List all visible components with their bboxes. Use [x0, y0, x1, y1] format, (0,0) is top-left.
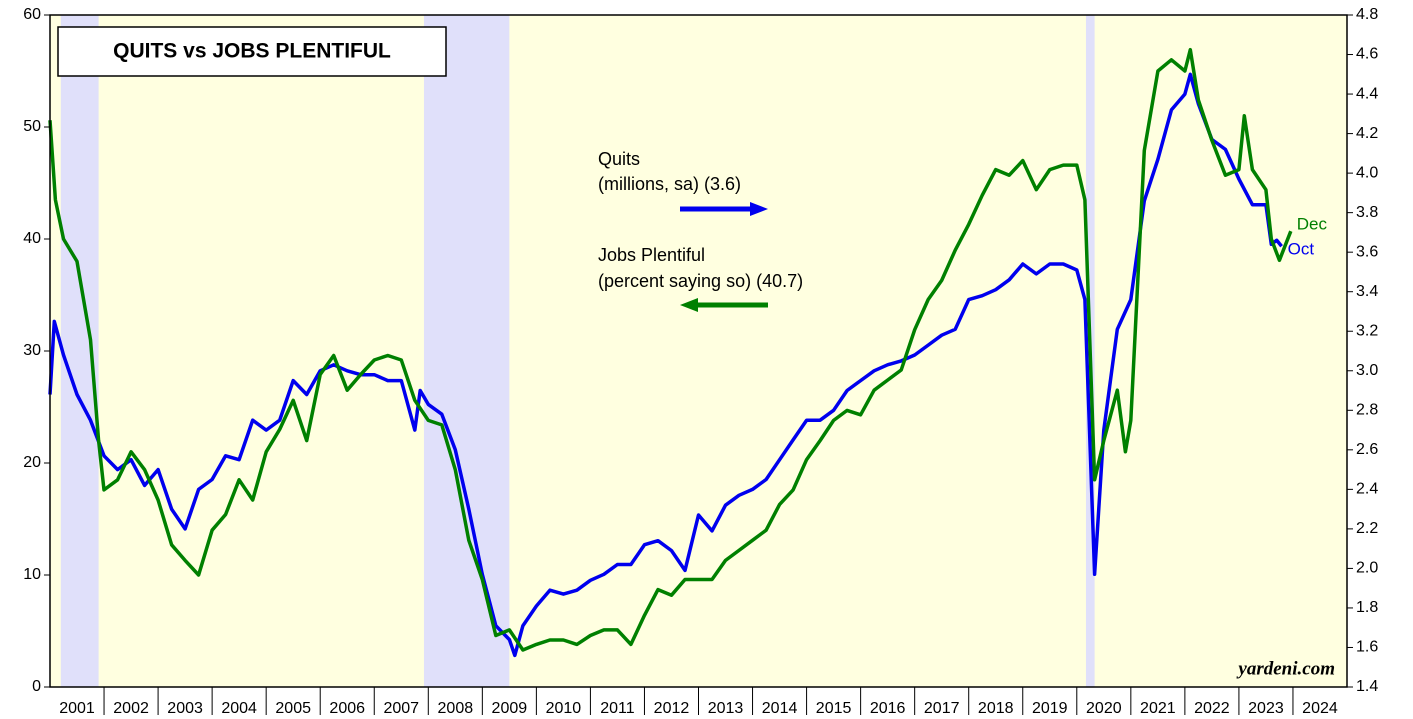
y2-tick-label: 4.4	[1356, 85, 1378, 102]
y2-tick-label: 2.8	[1356, 402, 1378, 419]
y2-tick-label: 4.8	[1356, 6, 1378, 23]
y-tick-label: 30	[23, 342, 41, 359]
y2-tick-label: 3.4	[1356, 283, 1378, 300]
legend-note: (millions, sa) (3.6)	[598, 174, 741, 194]
x-tick-label: 2014	[762, 700, 798, 717]
legend-label: Jobs Plentiful	[598, 245, 705, 265]
y2-tick-label: 3.2	[1356, 322, 1378, 339]
x-tick-label: 2024	[1302, 700, 1338, 717]
x-tick-label: 2020	[1086, 700, 1122, 717]
y2-tick-label: 1.4	[1356, 678, 1378, 695]
series-line	[48, 47, 1293, 652]
y2-tick-label: 3.6	[1356, 243, 1378, 260]
y2-tick-label: 3.8	[1356, 204, 1378, 221]
legend-arrow-head	[750, 202, 768, 216]
x-tick-label: 2005	[275, 700, 311, 717]
x-tick-label: 2006	[329, 700, 365, 717]
x-tick-label: 2009	[492, 700, 528, 717]
x-tick-label: 2019	[1032, 700, 1068, 717]
y2-tick-label: 2.6	[1356, 441, 1378, 458]
x-tick-label: 2004	[221, 700, 257, 717]
title-box	[57, 26, 447, 77]
y-tick-label: 60	[23, 6, 41, 23]
x-tick-label: 2012	[654, 700, 690, 717]
y2-tick-label: 1.8	[1356, 599, 1378, 616]
x-tick-label: 2015	[816, 700, 852, 717]
y-tick-label: 20	[23, 454, 41, 471]
x-tick-label: 2017	[924, 700, 960, 717]
x-tick-label: 2011	[600, 700, 635, 717]
end-label: Dec	[1297, 215, 1328, 234]
chart-title: QUITS vs JOBS PLENTIFUL	[113, 40, 391, 63]
x-tick-label: 2003	[167, 700, 203, 717]
y2-tick-label: 3.0	[1356, 362, 1378, 379]
legend-arrows	[680, 202, 768, 312]
x-tick-label: 2016	[870, 700, 906, 717]
lines-layer	[48, 47, 1293, 658]
y2-tick-label: 4.2	[1356, 125, 1378, 142]
recession-band	[423, 15, 510, 687]
series-line	[48, 72, 1283, 658]
x-tick-label: 2008	[438, 700, 474, 717]
y-tick-label: 40	[23, 230, 41, 247]
y-tick-label: 0	[32, 678, 41, 695]
legend-note: (percent saying so) (40.7)	[598, 271, 803, 291]
y-tick-label: 10	[23, 566, 41, 583]
x-tick-label: 2002	[113, 700, 149, 717]
source: yardeni.com	[1236, 658, 1335, 679]
x-tick-label: 2001	[59, 700, 95, 717]
x-tick-label: 2013	[708, 700, 744, 717]
x-tick-label: 2018	[978, 700, 1014, 717]
y-tick-label: 50	[23, 118, 41, 135]
x-tick-label: 2022	[1194, 700, 1230, 717]
x-tick-label: 2010	[546, 700, 582, 717]
y2-tick-label: 2.4	[1356, 481, 1378, 498]
y2-tick-label: 1.6	[1356, 639, 1378, 656]
end-label: Oct	[1288, 240, 1315, 259]
y2-tick-label: 4.6	[1356, 46, 1378, 63]
legend-label: Quits	[598, 149, 640, 169]
x-tick-label: 2021	[1140, 700, 1176, 717]
legend-arrow-head	[680, 298, 698, 312]
x-tick-label: 2023	[1248, 700, 1284, 717]
plot-background	[50, 15, 1347, 687]
y2-tick-label: 2.2	[1356, 520, 1378, 537]
y2-tick-label: 2.0	[1356, 560, 1378, 577]
x-tick-label: 2007	[383, 700, 419, 717]
y2-tick-label: 4.0	[1356, 164, 1378, 181]
